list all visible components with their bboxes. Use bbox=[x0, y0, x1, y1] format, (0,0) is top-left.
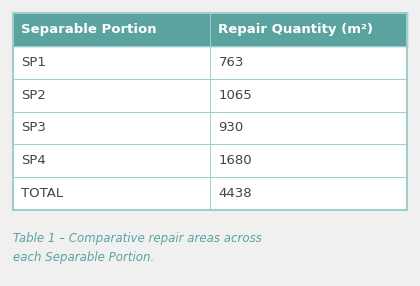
Text: 1065: 1065 bbox=[218, 89, 252, 102]
Text: SP1: SP1 bbox=[21, 56, 46, 69]
Text: 1680: 1680 bbox=[218, 154, 252, 167]
Text: TOTAL: TOTAL bbox=[21, 187, 63, 200]
Text: SP4: SP4 bbox=[21, 154, 46, 167]
Text: Repair Quantity (m²): Repair Quantity (m²) bbox=[218, 23, 373, 36]
Bar bbox=[13, 13, 407, 46]
Bar bbox=[13, 13, 407, 210]
Text: 4438: 4438 bbox=[218, 187, 252, 200]
Text: Separable Portion: Separable Portion bbox=[21, 23, 157, 36]
Text: SP3: SP3 bbox=[21, 122, 46, 134]
Text: Table 1 – Comparative repair areas across
each Separable Portion.: Table 1 – Comparative repair areas acros… bbox=[13, 232, 262, 264]
Text: 930: 930 bbox=[218, 122, 244, 134]
Text: SP2: SP2 bbox=[21, 89, 46, 102]
Text: 763: 763 bbox=[218, 56, 244, 69]
